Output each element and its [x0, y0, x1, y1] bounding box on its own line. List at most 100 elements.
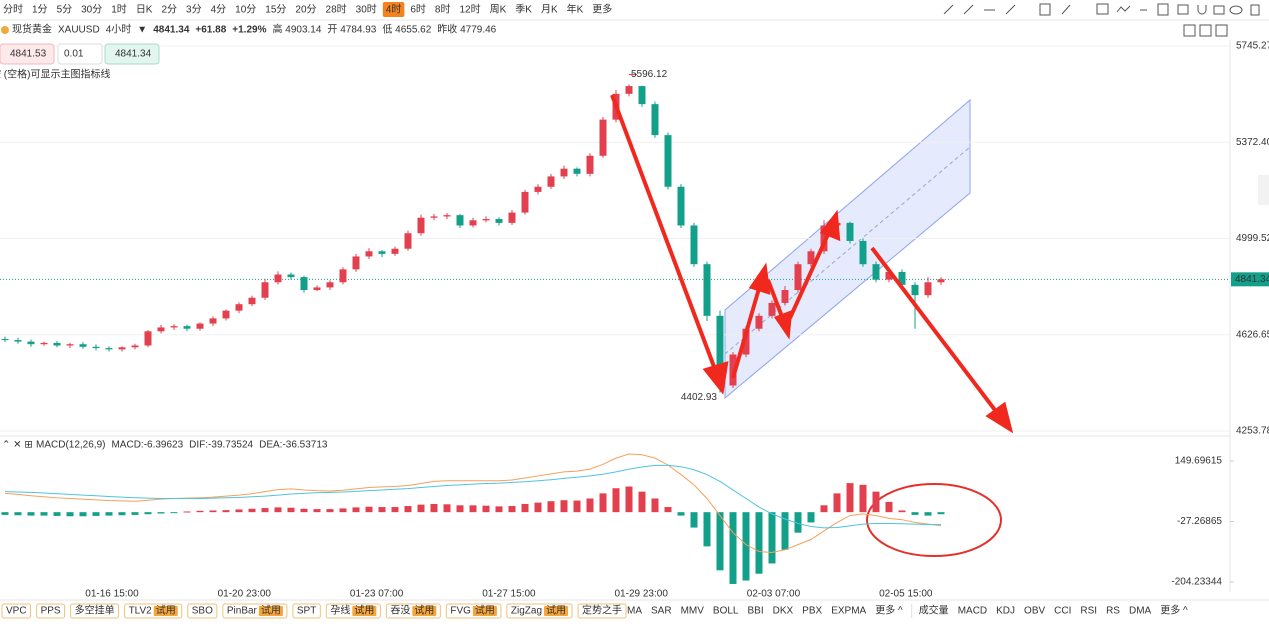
candle-body: [508, 212, 516, 223]
timeframe[interactable]: 15分: [265, 4, 286, 16]
timeframe[interactable]: 20分: [295, 4, 316, 16]
indicator-link[interactable]: DKX: [773, 606, 794, 617]
macd-bar: [378, 507, 386, 513]
indicator-link[interactable]: PBX: [802, 606, 822, 617]
indicator-link[interactable]: DMA: [1129, 606, 1152, 617]
timeframe[interactable]: 季K: [515, 4, 532, 16]
indicator-link[interactable]: CCI: [1054, 606, 1071, 617]
macd-bar: [170, 512, 178, 514]
indicator-button[interactable]: PinBar 试用: [222, 603, 288, 619]
timeframe[interactable]: 更多: [592, 3, 612, 16]
indicator-link[interactable]: 更多 ^: [1160, 604, 1188, 617]
indicator-link[interactable]: RSI: [1080, 606, 1097, 617]
macd-bar: [625, 486, 633, 513]
header-stat: 昨收 4779.46: [437, 23, 496, 36]
indicator-button[interactable]: ZigZag 试用: [506, 603, 573, 619]
indicator-link[interactable]: BOLL: [713, 606, 739, 617]
indicator-link[interactable]: 成交量: [919, 604, 949, 617]
indicator-button[interactable]: 多空挂单: [70, 603, 120, 619]
macd-macd-label: MACD:-6.39623: [111, 440, 183, 451]
x-tick-label: 01-16 15:00: [85, 589, 139, 600]
timeframe[interactable]: 30分: [81, 4, 102, 16]
buy-box[interactable]: [104, 43, 160, 65]
timeframe[interactable]: 28时: [326, 4, 347, 16]
candle-body: [235, 304, 243, 311]
indicator-link[interactable]: RS: [1106, 606, 1120, 617]
macd-dea-label: DEA:-36.53713: [259, 440, 328, 451]
candle-body: [521, 191, 529, 213]
timeframe[interactable]: 4分: [211, 4, 227, 16]
drawing-tools[interactable]: [943, 3, 1260, 37]
lot-box[interactable]: [57, 43, 103, 65]
timeframe[interactable]: 2分: [161, 4, 177, 16]
header-symbol-code: XAUUSD: [58, 25, 100, 36]
macd-bar: [755, 512, 763, 574]
macd-bar: [547, 501, 555, 513]
macd-bar: [898, 510, 906, 513]
indicator-box: [36, 603, 66, 619]
indicator-button[interactable]: SPT: [292, 603, 321, 619]
candle-body: [222, 310, 230, 319]
macd-bar: [339, 508, 347, 513]
buy-price: 4841.34: [115, 49, 152, 60]
timeframe[interactable]: 6时: [410, 4, 426, 16]
indicator-name: 多空挂单: [75, 604, 115, 617]
timeframe[interactable]: 年K: [567, 3, 584, 16]
timeframe[interactable]: 4时: [386, 4, 402, 16]
candle-body: [248, 297, 256, 305]
macd-bar: [482, 505, 490, 513]
timeframe[interactable]: 12时: [459, 4, 480, 16]
indicator-button[interactable]: PPS: [36, 603, 66, 619]
indicator-button[interactable]: 孕线 试用: [325, 603, 381, 619]
y-tick-label: 4626.65: [1236, 329, 1269, 340]
candle-body: [534, 186, 542, 192]
macd-bar: [781, 512, 789, 550]
indicator-link[interactable]: SAR: [651, 606, 672, 617]
timeframe[interactable]: 日K: [136, 5, 153, 16]
indicator-button[interactable]: TLV2 试用: [124, 603, 183, 619]
indicator-button[interactable]: 定势之手: [577, 603, 627, 619]
timeframe[interactable]: 3分: [186, 4, 202, 16]
trial-tag: 试用: [475, 604, 495, 617]
side-handle[interactable]: [1258, 175, 1269, 205]
macd-bar: [196, 510, 204, 513]
macd-bar: [222, 510, 230, 513]
indicator-link[interactable]: MMV: [681, 606, 705, 617]
header-stat: 低 4655.62: [382, 23, 431, 36]
timeframe[interactable]: 8时: [435, 4, 451, 16]
header-stat: 高 4903.14: [272, 23, 321, 36]
candle-body: [131, 345, 139, 348]
indicator-box: [292, 603, 321, 619]
macd-bar: [157, 512, 165, 514]
timeframe[interactable]: 5分: [57, 4, 73, 16]
timeframe[interactable]: 1时: [111, 4, 127, 16]
indicator-link[interactable]: EXPMA: [831, 606, 866, 617]
candle-body: [677, 186, 685, 226]
indicator-link[interactable]: OBV: [1024, 606, 1045, 617]
indicator-button[interactable]: FVG 试用: [445, 603, 502, 619]
indicator-button[interactable]: SBO: [187, 603, 218, 619]
indicator-link[interactable]: BBI: [747, 606, 763, 617]
timeframe[interactable]: 1分: [32, 4, 48, 16]
macd-bar: [144, 512, 152, 515]
macd-bar: [703, 512, 711, 547]
indicator-link[interactable]: 更多 ^: [875, 604, 903, 617]
indicator-link[interactable]: KDJ: [996, 606, 1015, 617]
macd-bar: [417, 504, 425, 513]
panel-controls: ⌃ ✕ ⊞: [2, 440, 33, 451]
sell-box[interactable]: [0, 43, 55, 65]
timeframe[interactable]: 分时: [3, 4, 23, 16]
header-symbol-name: 现货黄金: [12, 23, 52, 36]
timeframe[interactable]: 月K: [541, 4, 558, 16]
sell-price: 4841.53: [10, 49, 47, 60]
indicator-name: TLV2: [129, 606, 153, 617]
indicator-button[interactable]: VPC: [1, 603, 32, 619]
macd-y-tick-label: 149.69615: [1175, 456, 1223, 467]
timeframe[interactable]: 30时: [356, 4, 377, 16]
indicator-button[interactable]: 吞没 试用: [385, 603, 441, 619]
indicator-link[interactable]: MACD: [958, 606, 987, 617]
timeframe[interactable]: 10分: [235, 4, 256, 16]
timeframe[interactable]: 周K: [490, 4, 507, 16]
y-tick-label: 4999.52: [1236, 233, 1269, 244]
indicator-link[interactable]: MA: [627, 606, 642, 617]
